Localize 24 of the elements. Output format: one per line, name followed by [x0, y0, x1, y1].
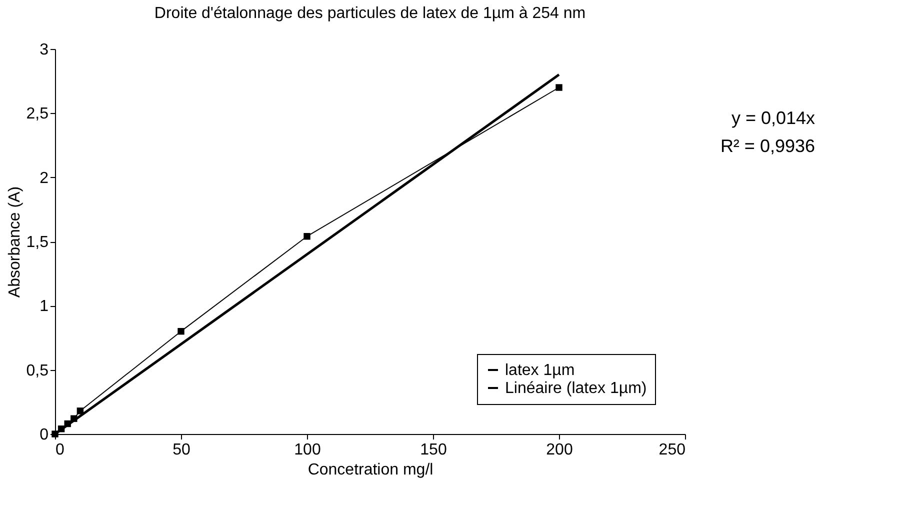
x-axis-title: Concetration mg/l — [308, 462, 434, 478]
y-tick-label: 2,5 — [26, 106, 49, 123]
x-tick-label: 200 — [546, 442, 573, 458]
y-axis-title: Absorbance (A) — [6, 186, 24, 298]
point — [304, 233, 310, 240]
x-tick-label: 150 — [420, 442, 447, 458]
text: y = 0,014x — [731, 108, 815, 128]
y-tick-label: 0 — [40, 426, 49, 444]
x-tick-label: 100 — [294, 442, 321, 458]
x-tick-label: 0 — [56, 442, 64, 458]
point — [556, 84, 562, 91]
legend-label: latex 1µm — [505, 362, 575, 379]
point — [178, 328, 184, 335]
x-tick-label: 250 — [658, 442, 686, 458]
y-tick-label: 1 — [40, 298, 49, 316]
x-tick-label: 50 — [172, 442, 190, 458]
point — [76, 408, 84, 414]
legend-label: Linéaire (latex 1µm) — [505, 380, 647, 397]
chart-title: Droite d'étalonnage des particules de latex de 1µm à 254 nm — [154, 5, 586, 22]
y-tick-label: 3 — [40, 42, 49, 58]
text: R² = 0,9936 — [720, 136, 815, 156]
y-tick-label: 1,5 — [26, 234, 49, 251]
y-tick-label: 2 — [40, 170, 49, 187]
y-tick-label: 0,5 — [26, 362, 49, 380]
